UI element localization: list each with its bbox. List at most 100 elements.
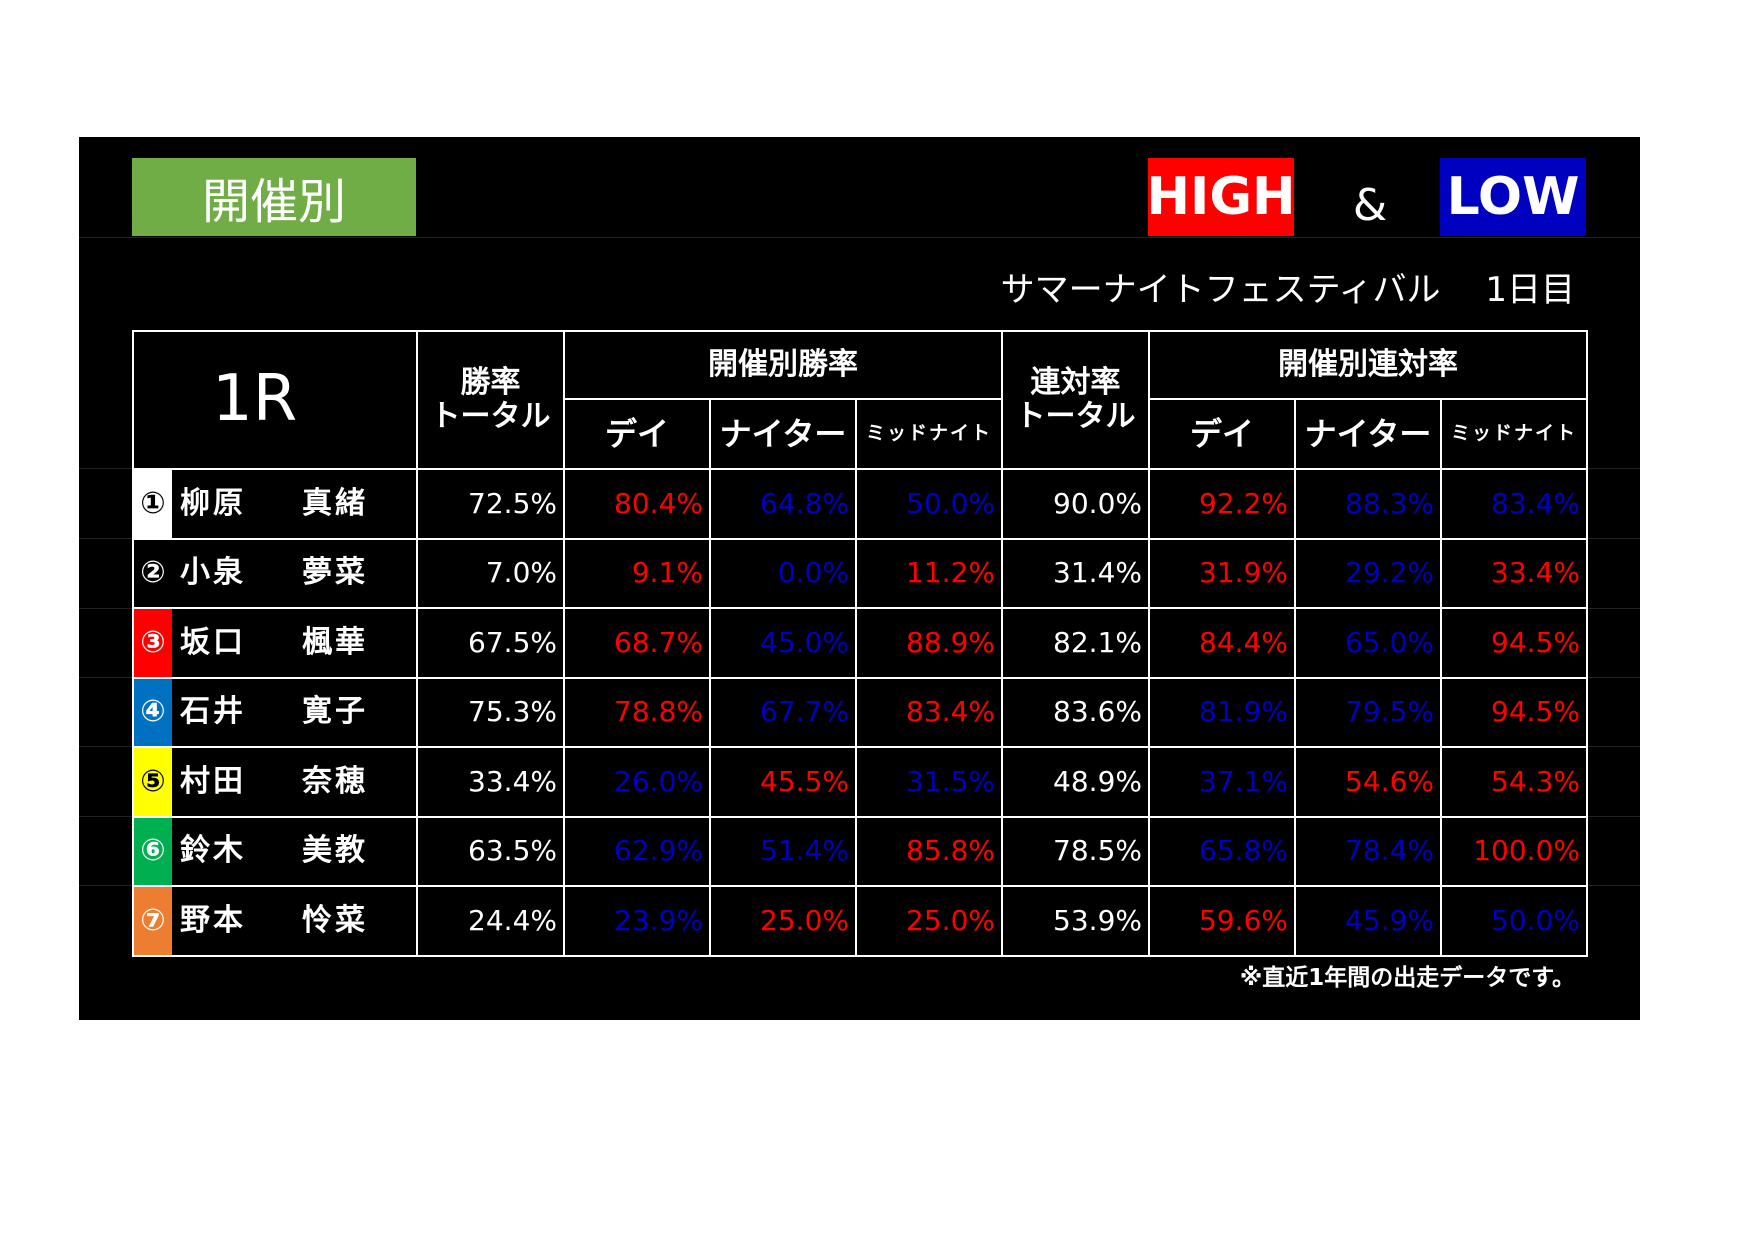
value-cell: 64.8% [709,468,857,540]
name-cell: ② 小泉 夢菜 [132,537,418,609]
value-cell: 100.0% [1440,815,1588,887]
place-group-header: 開催別連対率 [1148,330,1588,400]
value-cell: 94.5% [1440,676,1588,748]
given: 寛子 [302,694,368,729]
value-cell: 80.4% [563,468,711,540]
surname: 石井 [180,694,246,729]
frame-number: ③ [134,609,172,677]
value-cell: 84.4% [1148,607,1296,679]
value-cell: 29.2% [1294,537,1442,609]
value-cell: 54.6% [1294,746,1442,818]
value-cell: 65.0% [1294,607,1442,679]
frame-number: ④ [134,678,172,746]
win-group-header: 開催別勝率 [563,330,1003,400]
subtitle: サマーナイトフェスティバル 1日目 [1000,270,1575,310]
value-cell: 25.0% [709,885,857,957]
name-cell: ⑥ 鈴木 美教 [132,815,418,887]
sub-header: デイ [563,398,711,470]
value-cell: 75.3% [416,676,565,748]
value-cell: 63.5% [416,815,565,887]
sub-header: ミッドナイト [1440,398,1588,470]
given: 美教 [302,833,368,868]
value-cell: 92.2% [1148,468,1296,540]
frame-number: ⑤ [134,748,172,816]
given: 夢菜 [302,555,368,590]
title: 開催別 [132,158,416,236]
value-cell: 67.7% [709,676,857,748]
sub-header: ナイター [709,398,857,470]
name-cell: ⑦ 野本 怜菜 [132,885,418,957]
value-cell: 79.5% [1294,676,1442,748]
surname: 村田 [180,763,246,799]
value-cell: 90.0% [1001,468,1150,540]
value-cell: 23.9% [563,885,711,957]
frame-number: ① [134,470,172,538]
surname: 鈴木 [180,833,246,868]
win-total-header: 勝率 トータル [416,330,565,470]
given: 楓華 [302,624,368,660]
value-cell: 59.6% [1148,885,1296,957]
value-cell: 62.9% [563,815,711,887]
given: 奈穂 [302,763,368,799]
value-cell: 45.0% [709,607,857,679]
value-cell: 26.0% [563,746,711,818]
value-cell: 50.0% [855,468,1003,540]
frame-number: ⑥ [134,817,172,885]
value-cell: 78.8% [563,676,711,748]
value-cell: 72.5% [416,468,565,540]
value-cell: 7.0% [416,537,565,609]
name-cell: ⑤ 村田 奈穂 [132,746,418,818]
value-cell: 45.9% [1294,885,1442,957]
sub-header: ナイター [1294,398,1442,470]
surname: 野本 [180,902,246,938]
sub-header: ミッドナイト [855,398,1003,470]
amp: & [1352,179,1388,231]
value-cell: 88.9% [855,607,1003,679]
value-cell: 9.1% [563,537,711,609]
value-cell: 0.0% [709,537,857,609]
value-cell: 37.1% [1148,746,1296,818]
surname: 柳原 [180,485,246,521]
value-cell: 25.0% [855,885,1003,957]
given: 怜菜 [302,902,368,938]
name-cell: ③ 坂口 楓華 [132,607,418,679]
value-cell: 81.9% [1148,676,1296,748]
value-cell: 78.4% [1294,815,1442,887]
value-cell: 65.8% [1148,815,1296,887]
separator [79,237,1640,238]
low-tag: LOW [1440,158,1586,236]
value-cell: 33.4% [416,746,565,818]
value-cell: 82.1% [1001,607,1150,679]
value-cell: 45.5% [709,746,857,818]
value-cell: 85.8% [855,815,1003,887]
name-cell: ④ 石井 寛子 [132,676,418,748]
value-cell: 83.6% [1001,676,1150,748]
surname: 坂口 [180,624,246,660]
race-label: 1R [132,330,418,470]
value-cell: 48.9% [1001,746,1150,818]
value-cell: 78.5% [1001,815,1150,887]
value-cell: 24.4% [416,885,565,957]
panel: 開催別 HIGH & LOW サマーナイトフェスティバル 1日目 1R 勝率 トータル 開催別… [79,137,1640,1020]
given: 真緒 [302,485,368,521]
value-cell: 51.4% [709,815,857,887]
frame-number: ② [134,539,172,607]
value-cell: 33.4% [1440,537,1588,609]
name-cell: ① 柳原 真緒 [132,468,418,540]
value-cell: 68.7% [563,607,711,679]
footnote: ※直近1年間の出走データです。 [1239,965,1575,991]
value-cell: 83.4% [1440,468,1588,540]
value-cell: 11.2% [855,537,1003,609]
frame-number: ⑦ [134,887,172,955]
surname: 小泉 [180,555,246,590]
value-cell: 31.5% [855,746,1003,818]
value-cell: 83.4% [855,676,1003,748]
value-cell: 50.0% [1440,885,1588,957]
value-cell: 88.3% [1294,468,1442,540]
value-cell: 53.9% [1001,885,1150,957]
value-cell: 94.5% [1440,607,1588,679]
value-cell: 54.3% [1440,746,1588,818]
value-cell: 31.4% [1001,537,1150,609]
value-cell: 31.9% [1148,537,1296,609]
